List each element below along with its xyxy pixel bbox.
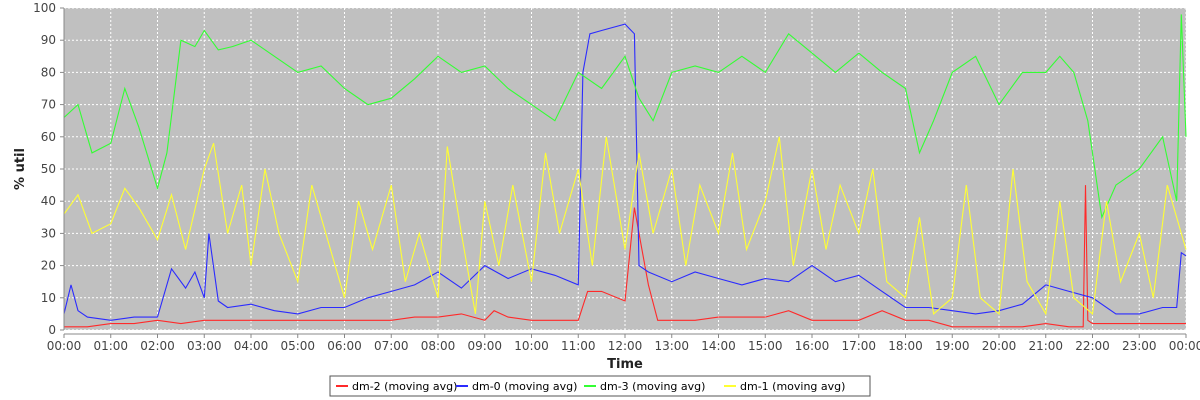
y-tick-label: 60 — [41, 130, 56, 144]
x-tick-label: 01:00 — [93, 339, 128, 353]
x-tick-label: 18:00 — [888, 339, 923, 353]
y-tick-label: 40 — [41, 194, 56, 208]
x-tick-label: 06:00 — [327, 339, 362, 353]
series-line-dm-3 — [63, 14, 1187, 220]
x-tick-label: 11:00 — [561, 339, 596, 353]
x-tick-label: 08:00 — [421, 339, 456, 353]
x-tick-label: 05:00 — [280, 339, 315, 353]
x-tick-label: 23:00 — [1122, 339, 1157, 353]
x-tick-label: 03:00 — [187, 339, 222, 353]
x-tick-label: 10:00 — [514, 339, 549, 353]
series-lines — [63, 14, 1187, 328]
x-tick-label: 14:00 — [701, 339, 736, 353]
y-tick-label: 70 — [41, 98, 56, 112]
legend: dm-2 (moving avg) dm-0 (moving avg) dm-3 (… — [329, 375, 871, 397]
x-tick-label: 15:00 — [748, 339, 783, 353]
gridlines — [63, 7, 1187, 331]
x-tick-label: 04:00 — [234, 339, 269, 353]
series-line-dm-1 — [63, 136, 1187, 316]
x-tick-label: 21:00 — [1028, 339, 1063, 353]
x-tick-label: 02:00 — [140, 339, 175, 353]
y-tick-label: 50 — [41, 162, 56, 176]
x-tick-label: 19:00 — [935, 339, 970, 353]
y-tick-label: 30 — [41, 226, 56, 240]
x-tick-label: 00:00 — [47, 339, 82, 353]
legend-entry: dm-2 (moving avg) — [352, 380, 457, 393]
y-tick-label: 10 — [41, 291, 56, 305]
axes: 0 10 20 30 40 50 60 70 80 90 100 00:00 01:00 02:00 03:… — [33, 1, 1200, 353]
legend-box — [329, 375, 871, 397]
y-tick-label: 0 — [48, 323, 56, 337]
y-tick-label: 90 — [41, 33, 56, 47]
x-tick-label: 22:00 — [1075, 339, 1110, 353]
y-tick-label: 80 — [41, 65, 56, 79]
x-tick-label: 13:00 — [654, 339, 689, 353]
y-tick-label: 100 — [33, 1, 56, 15]
x-tick-label: 16:00 — [795, 339, 830, 353]
x-axis-title: Time — [607, 357, 643, 372]
legend-entry: dm-1 (moving avg) — [740, 380, 845, 393]
legend-entry: dm-0 (moving avg) — [472, 380, 577, 393]
x-tick-label: 09:00 — [467, 339, 502, 353]
y-tick-label: 20 — [41, 259, 56, 273]
x-tick-label: 17:00 — [841, 339, 876, 353]
y-axis-title: % util — [13, 148, 28, 190]
x-tick-label: 00:00 — [1169, 339, 1200, 353]
x-tick-label: 12:00 — [608, 339, 643, 353]
legend-entry: dm-3 (moving avg) — [600, 380, 705, 393]
x-tick-label: 20:00 — [982, 339, 1017, 353]
series-line-dm-2 — [64, 185, 1186, 328]
x-tick-label: 07:00 — [374, 339, 409, 353]
